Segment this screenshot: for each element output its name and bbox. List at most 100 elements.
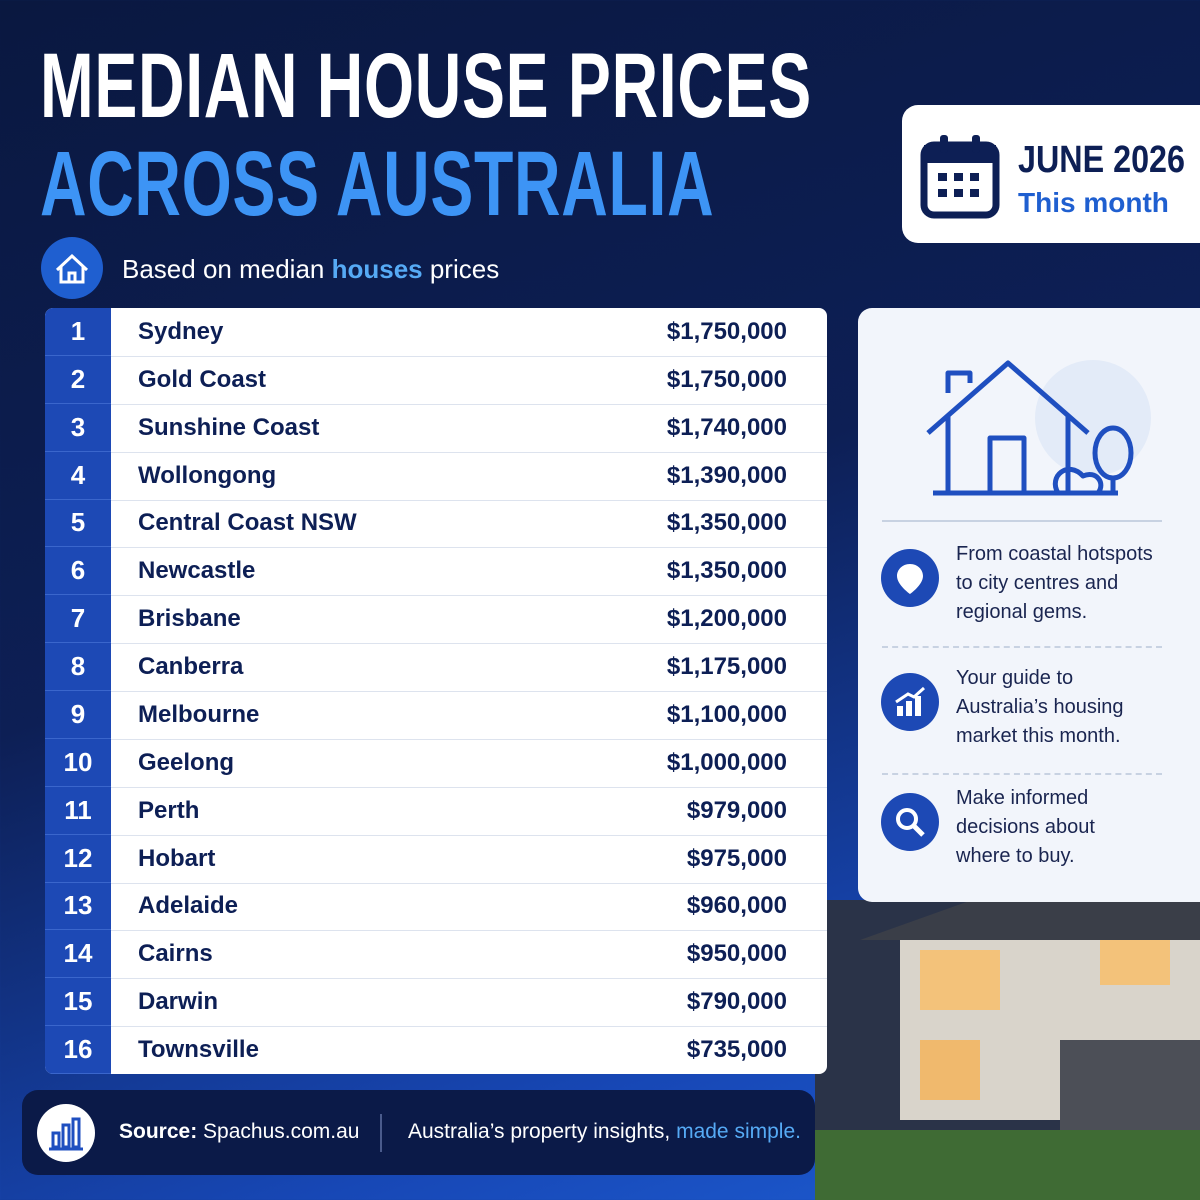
rank: 12 [45, 834, 111, 883]
subtitle-highlight: houses [331, 254, 423, 284]
price-table: 1 Sydney $1,750,000 2 Gold Coast $1,750,000 3 S… [45, 308, 827, 1074]
city: Perth [138, 796, 200, 824]
subtitle-part: Based on median [122, 254, 332, 284]
price: $1,100,000 [666, 700, 787, 728]
city: Townsville [138, 1036, 259, 1064]
source-text: Spachus.com.au [203, 1120, 360, 1143]
table-row: 1 Sydney $1,750,000 [45, 308, 827, 357]
table-row: 13 Adelaide $960,000 [45, 882, 827, 932]
divider [882, 520, 1162, 522]
city: Canberra [138, 653, 244, 681]
panel-line: regional gems. [956, 601, 1088, 623]
divider [882, 646, 1162, 648]
panel-line: From coastal hotspots [956, 543, 1153, 565]
city: Brisbane [138, 605, 241, 633]
rank: 7 [45, 595, 111, 644]
badge-label: This month [1018, 187, 1169, 218]
info-panel: From coastal hotspots to city centres and… [858, 308, 1200, 902]
badge-date: JUNE 2026 [1018, 139, 1185, 181]
price: $1,390,000 [666, 461, 787, 489]
table-row: 11 Perth $979,000 [45, 786, 827, 836]
city: Gold Coast [138, 365, 267, 393]
garden [815, 1130, 1200, 1200]
source-icon [37, 1104, 95, 1162]
panel-line: market this month. [956, 725, 1121, 747]
tagline-part: Australia’s property insights, [408, 1120, 677, 1143]
rank: 6 [45, 547, 111, 596]
rank: 5 [45, 499, 111, 548]
tagline-highlight: made simple. [676, 1120, 801, 1143]
rank: 16 [45, 1026, 111, 1074]
tagline: Australia’s property insights, made simp… [408, 1120, 801, 1144]
rank: 8 [45, 643, 111, 691]
table-row: 3 Sunshine Coast $1,740,000 [45, 403, 827, 453]
rank: 4 [45, 451, 111, 500]
date-badge: JUNE 2026 This month [902, 105, 1200, 243]
price: $1,175,000 [666, 653, 787, 681]
title-line: MEDIAN HOUSE PRICES [40, 35, 812, 137]
source-label: Source: [119, 1120, 198, 1143]
table-row: 16 Townsville $735,000 [45, 1026, 827, 1074]
city: Newcastle [138, 557, 256, 585]
price: $950,000 [686, 940, 787, 968]
table-row: 8 Canberra $1,175,000 [45, 643, 827, 692]
rank: 10 [45, 738, 111, 787]
divider [882, 773, 1162, 775]
price: $1,000,000 [666, 748, 787, 776]
item-icon [881, 549, 939, 607]
city: Melbourne [138, 700, 260, 728]
price: $1,200,000 [666, 605, 787, 633]
price: $1,740,000 [666, 413, 787, 441]
rank: 15 [45, 978, 111, 1027]
panel-item: Your guide to Australia’s housing market t… [956, 664, 1124, 751]
price: $979,000 [686, 796, 787, 824]
garage [1060, 1040, 1200, 1140]
table-row: 10 Geelong $1,000,000 [45, 738, 827, 788]
rank: 13 [45, 882, 111, 931]
table-row: 5 Central Coast NSW $1,350,000 [45, 499, 827, 549]
city: Cairns [138, 940, 213, 968]
price: $975,000 [686, 844, 787, 872]
home-glyph [55, 253, 89, 284]
city: Hobart [138, 844, 216, 872]
panel-line: Make informed [956, 787, 1089, 809]
separator [380, 1114, 382, 1152]
price: $790,000 [686, 988, 787, 1016]
footer: Source: Spachus.com.au Australia’s prope… [22, 1090, 815, 1175]
panel-item: From coastal hotspots to city centres and… [956, 540, 1153, 627]
home-icon [41, 237, 103, 299]
rank: 9 [45, 691, 111, 739]
rank: 1 [45, 308, 111, 356]
table-row: 6 Newcastle $1,350,000 [45, 547, 827, 597]
table-row: 7 Brisbane $1,200,000 [45, 595, 827, 645]
price: $735,000 [686, 1036, 787, 1064]
price: $960,000 [686, 892, 787, 920]
panel-line: to city centres and [956, 572, 1119, 594]
window [1100, 940, 1170, 985]
price: $1,350,000 [666, 509, 787, 537]
item-icon [881, 793, 939, 851]
calendar-icon [920, 135, 1000, 219]
rank: 14 [45, 930, 111, 979]
city: Geelong [138, 748, 235, 776]
price: $1,750,000 [666, 365, 787, 393]
window [920, 950, 1000, 1010]
panel-line: Australia’s housing [956, 696, 1124, 718]
price: $1,750,000 [666, 317, 787, 345]
panel-item: Make informed decisions about where to buy… [956, 784, 1095, 871]
city: Adelaide [138, 892, 239, 920]
rank: 2 [45, 355, 111, 404]
table-row: 14 Cairns $950,000 [45, 930, 827, 980]
source: Source: Spachus.com.au [119, 1120, 359, 1144]
panel-line: Your guide to [956, 667, 1074, 689]
city: Sydney [138, 317, 224, 345]
price: $1,350,000 [666, 557, 787, 585]
subtitle-part: prices [422, 254, 500, 284]
city: Central Coast NSW [138, 509, 357, 537]
panel-line: decisions about [956, 816, 1095, 838]
table-row: 15 Darwin $790,000 [45, 978, 827, 1028]
table-row: 4 Wollongong $1,390,000 [45, 451, 827, 501]
table-row: 9 Melbourne $1,100,000 [45, 691, 827, 740]
title-line: ACROSS AUSTRALIA [40, 133, 715, 235]
